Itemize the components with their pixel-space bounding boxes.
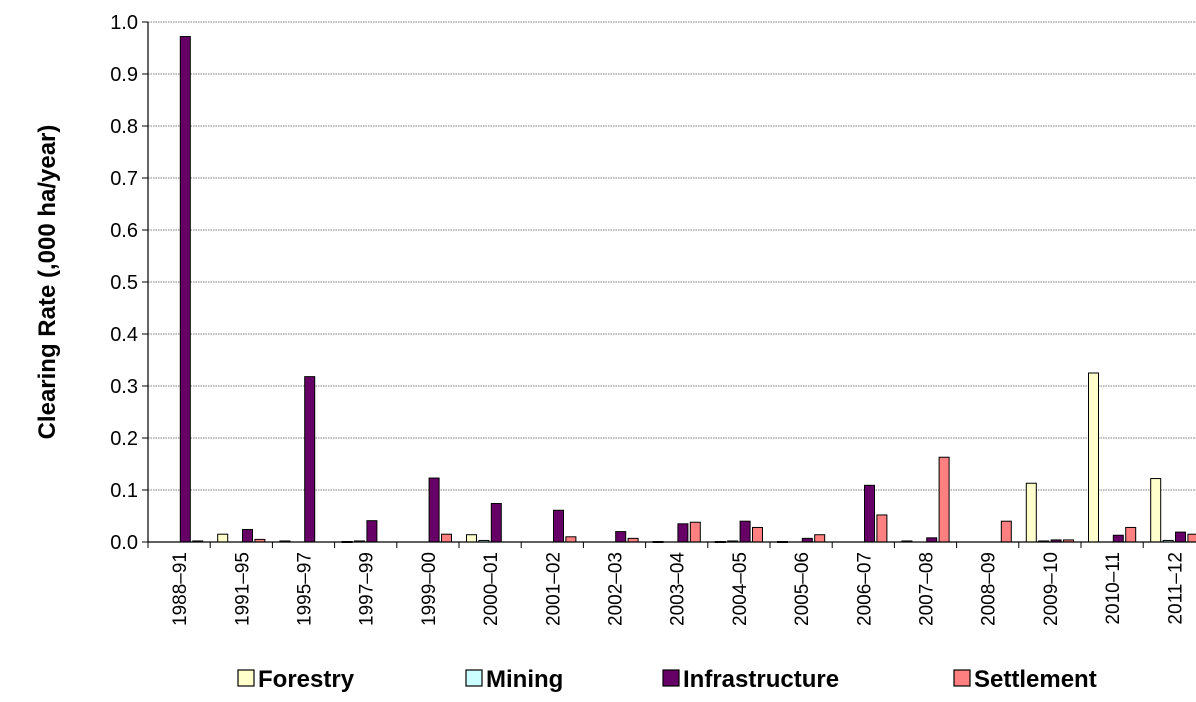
x-tick-label: 2003–04 bbox=[668, 552, 689, 626]
bar-forestry bbox=[466, 534, 477, 543]
legend: Forestry Mining Infrastructure Settlement bbox=[237, 666, 1097, 693]
x-tick-label: 1997–99 bbox=[357, 552, 378, 626]
bar-infrastructure bbox=[1112, 534, 1124, 543]
x-tick-label: 2009–10 bbox=[1041, 552, 1062, 626]
x-tick-label: 2001–02 bbox=[543, 552, 564, 626]
bar-infrastructure bbox=[926, 537, 938, 543]
bar-settlement bbox=[1125, 526, 1137, 543]
x-tick-label: 1995–97 bbox=[295, 552, 316, 626]
x-tick-label: 2008–09 bbox=[979, 552, 1000, 626]
bar-settlement bbox=[814, 534, 826, 543]
bar-infrastructure bbox=[615, 531, 627, 543]
y-tick-label: 0.5 bbox=[110, 272, 138, 294]
legend-label-infrastructure: Infrastructure bbox=[683, 666, 839, 693]
x-tick-label: 1999–00 bbox=[419, 552, 440, 626]
legend-swatch-infrastructure bbox=[662, 669, 680, 687]
bar-settlement bbox=[938, 456, 950, 543]
axes bbox=[147, 22, 1196, 548]
legend-label-forestry: Forestry bbox=[258, 666, 355, 693]
bar-settlement bbox=[441, 533, 452, 543]
y-axis-label: Clearing Rate (,000 ha/year) bbox=[34, 125, 61, 440]
legend-swatch-mining bbox=[465, 669, 483, 687]
gridlines bbox=[142, 21, 1196, 543]
bar-infrastructure bbox=[366, 520, 378, 543]
bar-forestry bbox=[217, 533, 229, 543]
bar-settlement bbox=[1000, 520, 1012, 543]
x-tick-label: 2010–11 bbox=[1103, 552, 1124, 625]
x-tick-label: 1988–91 bbox=[170, 552, 191, 626]
y-tick-label: 0.1 bbox=[110, 480, 138, 502]
x-tick-label: 1991–95 bbox=[232, 552, 253, 626]
bar-settlement bbox=[689, 521, 701, 543]
bar-settlement bbox=[752, 526, 763, 543]
x-tick-label: 2000–01 bbox=[481, 552, 502, 626]
bar-forestry bbox=[1150, 478, 1162, 543]
y-tick-label: 0.7 bbox=[110, 168, 138, 190]
x-tick-label: 2007–08 bbox=[917, 552, 938, 626]
x-tick-label: 2011–12 bbox=[1165, 552, 1186, 625]
x-tick-label: 2005–06 bbox=[792, 552, 813, 626]
x-tick-label: 2002–03 bbox=[606, 552, 627, 626]
bar-forestry bbox=[1088, 372, 1099, 543]
x-tick-labels: 1988–91 1991–95 1995–97 1997–99 1999–00 2000–… bbox=[170, 552, 1186, 626]
bar-infrastructure bbox=[490, 503, 502, 543]
legend-label-mining: Mining bbox=[486, 666, 563, 693]
y-tick-label: 0.3 bbox=[110, 376, 138, 398]
y-tick-labels: 0.0 0.1 0.2 0.3 0.4 0.5 0.6 0.7 0.8 0.9 1.0 bbox=[110, 12, 138, 554]
y-tick-label: 0.6 bbox=[110, 220, 138, 242]
legend-swatch-settlement bbox=[953, 669, 971, 687]
bar-infrastructure bbox=[242, 529, 253, 543]
bar-infrastructure bbox=[739, 520, 751, 543]
legend-swatch-forestry bbox=[237, 669, 255, 687]
bar-settlement bbox=[876, 514, 888, 543]
bar-infrastructure bbox=[179, 36, 191, 543]
bar-infrastructure bbox=[553, 509, 564, 543]
bar-settlement bbox=[565, 536, 577, 543]
bars bbox=[179, 36, 1196, 543]
bar-infrastructure bbox=[304, 376, 316, 543]
y-tick-label: 0.2 bbox=[110, 428, 138, 450]
legend-label-settlement: Settlement bbox=[974, 666, 1097, 693]
x-tick-label: 2004–05 bbox=[730, 552, 751, 626]
y-tick-label: 0.8 bbox=[110, 116, 138, 138]
y-tick-label: 0.9 bbox=[110, 64, 138, 86]
bar-infrastructure bbox=[428, 477, 440, 543]
x-tick-label: 2006–07 bbox=[854, 552, 875, 626]
y-tick-label: 1.0 bbox=[110, 12, 138, 34]
y-tick-label: 0.0 bbox=[110, 532, 138, 554]
bar-infrastructure bbox=[1175, 531, 1186, 543]
bar-infrastructure bbox=[864, 484, 875, 543]
bar-infrastructure bbox=[677, 523, 689, 543]
bar-forestry bbox=[1025, 482, 1037, 543]
y-tick-label: 0.4 bbox=[110, 324, 138, 346]
bar-settlement bbox=[1187, 533, 1196, 543]
